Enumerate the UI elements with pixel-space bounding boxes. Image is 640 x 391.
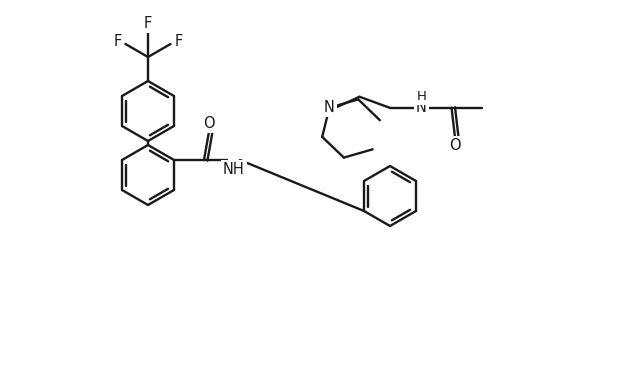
- Text: F: F: [144, 16, 152, 32]
- Text: N: N: [416, 100, 427, 115]
- Text: F: F: [174, 34, 182, 50]
- Text: F: F: [113, 34, 122, 50]
- Text: N: N: [324, 100, 335, 115]
- Text: O: O: [449, 138, 461, 152]
- Text: O: O: [203, 116, 214, 131]
- Text: H: H: [417, 90, 426, 103]
- Text: NH: NH: [223, 161, 245, 176]
